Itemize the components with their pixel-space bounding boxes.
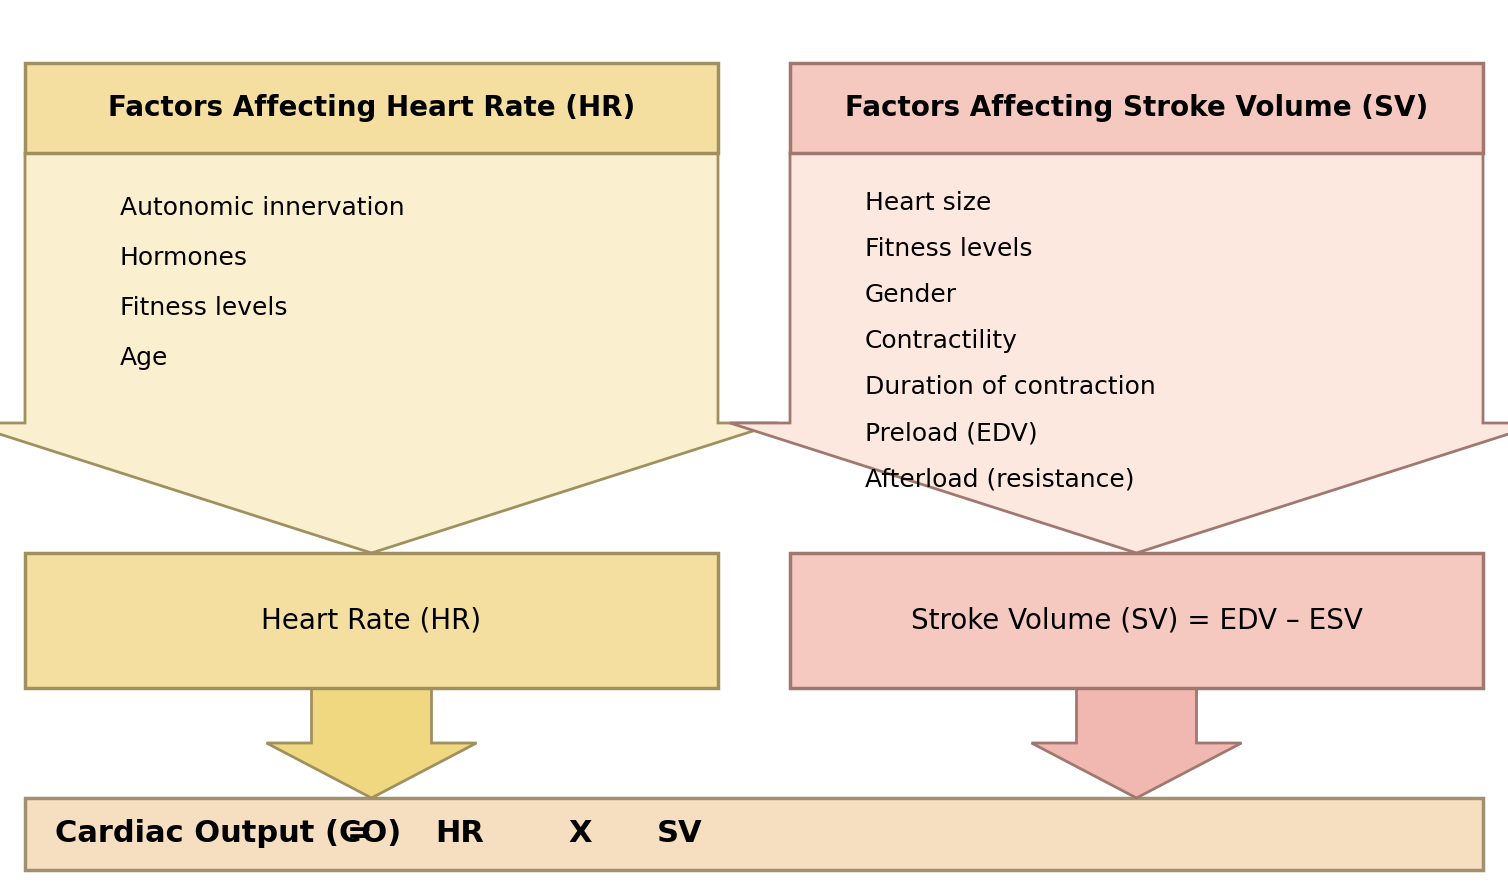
Text: Hormones: Hormones bbox=[121, 246, 247, 270]
Text: X: X bbox=[569, 819, 591, 849]
Text: HR: HR bbox=[436, 819, 484, 849]
Text: SV: SV bbox=[657, 819, 703, 849]
Text: Contractility: Contractility bbox=[866, 329, 1018, 353]
Polygon shape bbox=[0, 153, 778, 553]
Bar bbox=[26, 798, 1482, 870]
Text: Preload (EDV): Preload (EDV) bbox=[866, 421, 1038, 445]
Polygon shape bbox=[730, 153, 1508, 553]
Text: Stroke Volume (SV) = EDV – ESV: Stroke Volume (SV) = EDV – ESV bbox=[911, 607, 1362, 635]
Text: Factors Affecting Stroke Volume (SV): Factors Affecting Stroke Volume (SV) bbox=[844, 94, 1428, 122]
Polygon shape bbox=[267, 688, 477, 798]
Polygon shape bbox=[1031, 688, 1241, 798]
Text: =: = bbox=[347, 819, 372, 849]
Bar bbox=[26, 63, 718, 153]
Text: Afterload (resistance): Afterload (resistance) bbox=[866, 467, 1134, 491]
Text: Heart Rate (HR): Heart Rate (HR) bbox=[261, 607, 481, 635]
Text: Age: Age bbox=[121, 346, 169, 370]
Text: Cardiac Output (CO): Cardiac Output (CO) bbox=[54, 819, 401, 849]
Bar bbox=[26, 553, 718, 688]
Text: Gender: Gender bbox=[866, 283, 958, 307]
Text: Fitness levels: Fitness levels bbox=[866, 237, 1033, 261]
Text: Duration of contraction: Duration of contraction bbox=[866, 375, 1155, 399]
Bar bbox=[790, 553, 1482, 688]
Text: Factors Affecting Heart Rate (HR): Factors Affecting Heart Rate (HR) bbox=[109, 94, 635, 122]
Text: Autonomic innervation: Autonomic innervation bbox=[121, 196, 404, 220]
Text: Heart size: Heart size bbox=[866, 191, 991, 215]
Text: Fitness levels: Fitness levels bbox=[121, 296, 288, 320]
Bar bbox=[790, 63, 1482, 153]
